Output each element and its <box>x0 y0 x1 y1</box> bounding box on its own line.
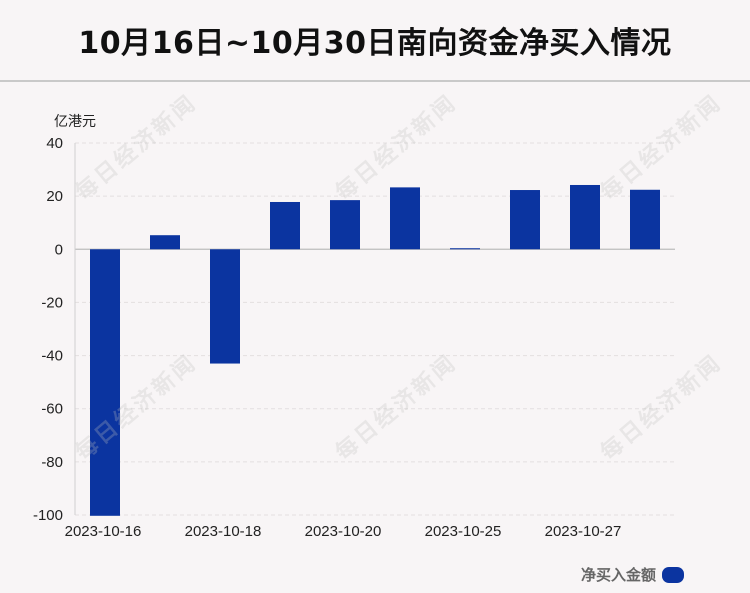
x-tick-label: 2023-10-18 <box>185 523 262 540</box>
bar <box>270 201 300 250</box>
bar <box>630 189 660 250</box>
x-tick-label: 2023-10-27 <box>545 523 622 540</box>
header: 10月16日~10月30日南向资金净买入情况 <box>0 0 750 82</box>
bar <box>90 249 120 516</box>
y-tick-labels: 40 20 0 -20 -40 -60 -80 -100 <box>33 135 63 524</box>
legend-label: 净买入金额 <box>580 566 656 584</box>
x-tick-labels: 2023-10-16 2023-10-18 2023-10-20 2023-10-25… <box>65 523 622 540</box>
y-tick-label: 20 <box>46 188 63 205</box>
y-tick-label: -20 <box>41 294 63 311</box>
y-tick-label: 40 <box>46 135 63 152</box>
bar <box>330 200 360 250</box>
bar <box>390 187 420 250</box>
x-tick-label: 2023-10-16 <box>65 523 142 540</box>
y-axis-unit-label: 亿港元 <box>54 114 96 130</box>
chart-title: 10月16日~10月30日南向资金净买入情况 <box>78 26 672 61</box>
bar <box>510 190 540 250</box>
x-tick-label: 2023-10-25 <box>425 523 502 540</box>
bars <box>90 184 660 516</box>
x-tick-label: 2023-10-20 <box>305 523 382 540</box>
y-tick-label: -40 <box>41 348 63 365</box>
bar <box>570 184 600 250</box>
legend-swatch <box>662 566 684 583</box>
y-tick-label: -60 <box>41 401 63 418</box>
y-tick-label: -100 <box>33 507 63 524</box>
bar <box>450 248 480 250</box>
bar <box>150 235 180 250</box>
bar <box>210 249 240 364</box>
legend: 净买入金额 <box>581 564 684 585</box>
y-tick-label: 0 <box>55 241 63 258</box>
y-tick-label: -80 <box>41 454 63 471</box>
